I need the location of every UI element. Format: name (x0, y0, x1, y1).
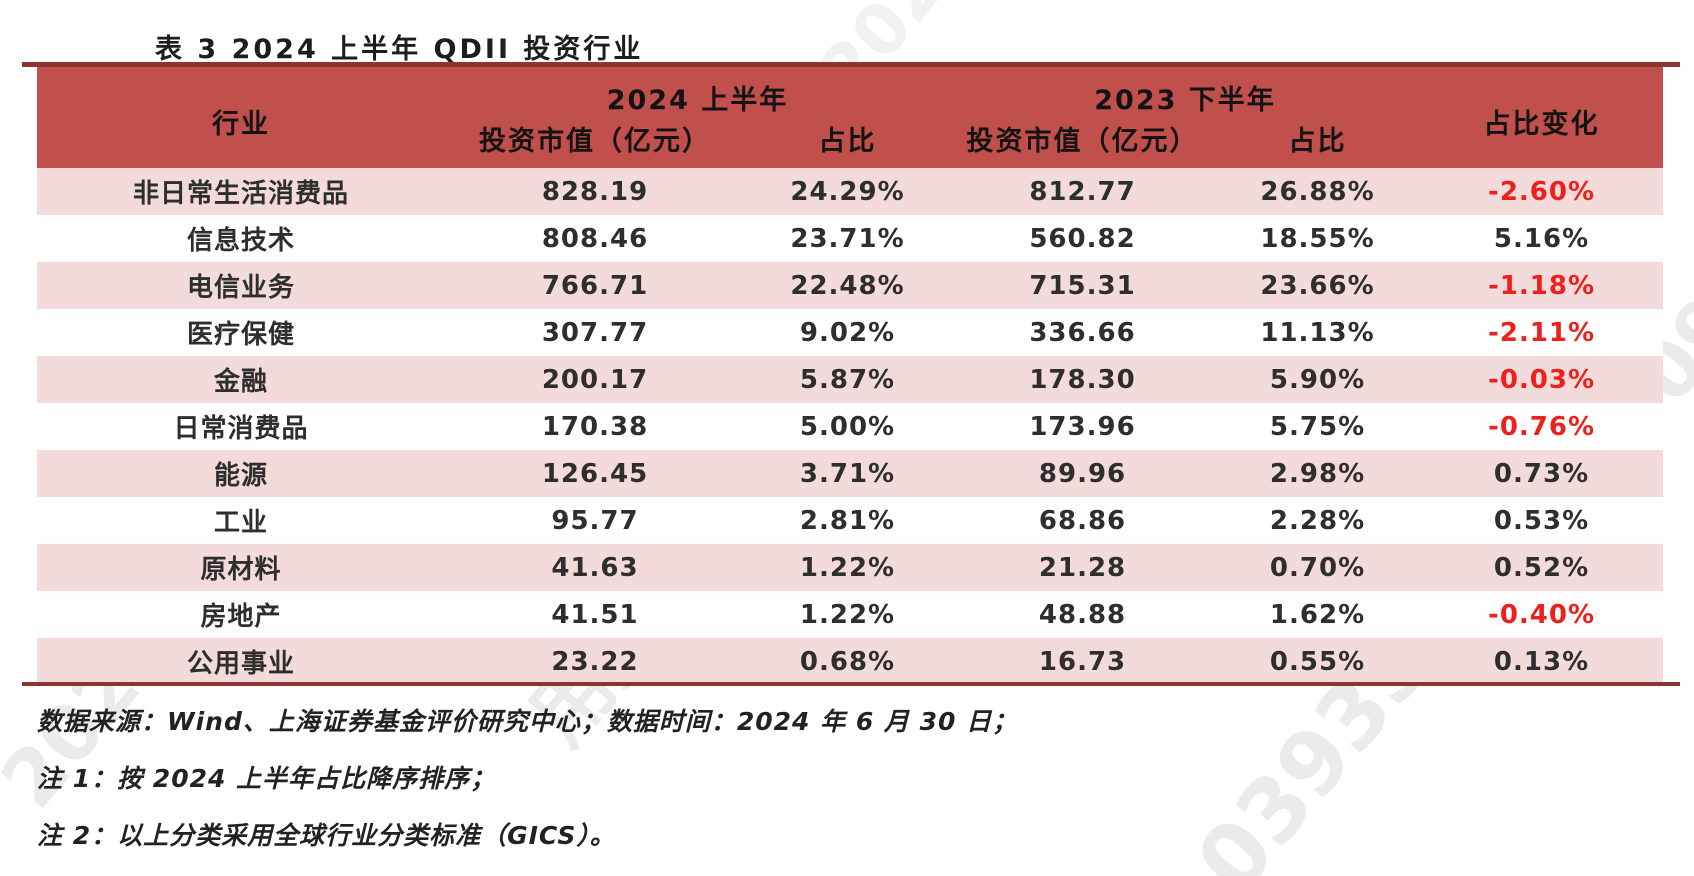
table-row: 日常消费品 170.38 5.00% 173.96 5.75% -0.76% (37, 403, 1664, 450)
industry-cell: 金融 (37, 356, 445, 403)
header-group-2023h2: 2023 下半年 (950, 67, 1421, 119)
value-cell: 89.96 (950, 450, 1216, 497)
share-cell: 0.68% (745, 638, 951, 685)
share-cell: 2.28% (1215, 497, 1421, 544)
industry-cell: 医疗保健 (37, 309, 445, 356)
share-cell: 1.62% (1215, 591, 1421, 638)
industry-cell: 非日常生活消费品 (37, 168, 445, 215)
share-cell: 1.22% (745, 544, 951, 591)
change-cell: -0.40% (1420, 591, 1664, 638)
industry-cell: 日常消费品 (37, 403, 445, 450)
value-cell: 200.17 (445, 356, 745, 403)
industry-cell: 能源 (37, 450, 445, 497)
data-source-note: 数据来源：Wind、上海证券基金评价研究中心；数据时间：2024 年 6 月 3… (37, 707, 1019, 736)
header-value-2023h2: 投资市值（亿元） (950, 119, 1216, 168)
share-cell: 3.71% (745, 450, 951, 497)
table-row: 金融 200.17 5.87% 178.30 5.90% -0.03% (37, 356, 1664, 403)
change-cell: -0.76% (1420, 403, 1664, 450)
value-cell: 16.73 (950, 638, 1216, 685)
note-1: 注 1：按 2024 上半年占比降序排序； (37, 764, 497, 793)
bottom-rule-line (22, 682, 1680, 686)
top-rule-line (22, 62, 1680, 67)
value-cell: 336.66 (950, 309, 1216, 356)
share-cell: 18.55% (1215, 215, 1421, 262)
value-cell: 812.77 (950, 168, 1216, 215)
share-cell: 23.66% (1215, 262, 1421, 309)
change-cell: -0.03% (1420, 356, 1664, 403)
change-cell: 0.73% (1420, 450, 1664, 497)
header-share-change: 占比变化 (1420, 67, 1664, 168)
share-cell: 22.48% (745, 262, 951, 309)
change-cell: 0.13% (1420, 638, 1664, 685)
industry-cell: 信息技术 (37, 215, 445, 262)
table-body: 非日常生活消费品 828.19 24.29% 812.77 26.88% -2.… (37, 168, 1664, 685)
header-share-2024h1: 占比 (745, 119, 951, 168)
value-cell: 41.51 (445, 591, 745, 638)
change-cell: -1.18% (1420, 262, 1664, 309)
table-row: 医疗保健 307.77 9.02% 336.66 11.13% -2.11% (37, 309, 1664, 356)
share-cell: 2.98% (1215, 450, 1421, 497)
value-cell: 178.30 (950, 356, 1216, 403)
share-cell: 24.29% (745, 168, 951, 215)
share-cell: 11.13% (1215, 309, 1421, 356)
industry-cell: 公用事业 (37, 638, 445, 685)
change-cell: 0.53% (1420, 497, 1664, 544)
change-cell: -2.60% (1420, 168, 1664, 215)
value-cell: 21.28 (950, 544, 1216, 591)
value-cell: 828.19 (445, 168, 745, 215)
table-header: 行业 2024 上半年 2023 下半年 占比变化 投资市值（亿元） 占比 投资… (37, 67, 1664, 168)
industry-cell: 电信业务 (37, 262, 445, 309)
change-cell: -2.11% (1420, 309, 1664, 356)
share-cell: 2.81% (745, 497, 951, 544)
table-row: 信息技术 808.46 23.71% 560.82 18.55% 5.16% (37, 215, 1664, 262)
header-group-2024h1: 2024 上半年 (445, 67, 951, 119)
value-cell: 95.77 (445, 497, 745, 544)
value-cell: 23.22 (445, 638, 745, 685)
value-cell: 126.45 (445, 450, 745, 497)
value-cell: 68.86 (950, 497, 1216, 544)
table-row: 非日常生活消费品 828.19 24.29% 812.77 26.88% -2.… (37, 168, 1664, 215)
share-cell: 1.22% (745, 591, 951, 638)
header-share-2023h2: 占比 (1215, 119, 1421, 168)
note-2: 注 2：以上分类采用全球行业分类标准（GICS）。 (37, 821, 616, 850)
table-row: 原材料 41.63 1.22% 21.28 0.70% 0.52% (37, 544, 1664, 591)
value-cell: 41.63 (445, 544, 745, 591)
industry-cell: 房地产 (37, 591, 445, 638)
table-row: 工业 95.77 2.81% 68.86 2.28% 0.53% (37, 497, 1664, 544)
table-row: 电信业务 766.71 22.48% 715.31 23.66% -1.18% (37, 262, 1664, 309)
share-cell: 5.87% (745, 356, 951, 403)
share-cell: 23.71% (745, 215, 951, 262)
change-cell: 0.52% (1420, 544, 1664, 591)
table-row: 公用事业 23.22 0.68% 16.73 0.55% 0.13% (37, 638, 1664, 685)
share-cell: 26.88% (1215, 168, 1421, 215)
table-notes: 数据来源：Wind、上海证券基金评价研究中心；数据时间：2024 年 6 月 3… (37, 697, 1018, 868)
value-cell: 766.71 (445, 262, 745, 309)
header-industry: 行业 (37, 67, 445, 168)
share-cell: 5.90% (1215, 356, 1421, 403)
share-cell: 5.00% (745, 403, 951, 450)
qdii-industry-table: 行业 2024 上半年 2023 下半年 占比变化 投资市值（亿元） 占比 投资… (37, 67, 1664, 685)
share-cell: 0.70% (1215, 544, 1421, 591)
share-cell: 5.75% (1215, 403, 1421, 450)
table-row: 房地产 41.51 1.22% 48.88 1.62% -0.40% (37, 591, 1664, 638)
table-title: 表 3 2024 上半年 QDII 投资行业 (155, 34, 644, 65)
value-cell: 48.88 (950, 591, 1216, 638)
value-cell: 170.38 (445, 403, 745, 450)
table-row: 能源 126.45 3.71% 89.96 2.98% 0.73% (37, 450, 1664, 497)
value-cell: 560.82 (950, 215, 1216, 262)
value-cell: 808.46 (445, 215, 745, 262)
value-cell: 715.31 (950, 262, 1216, 309)
value-cell: 307.77 (445, 309, 745, 356)
change-cell: 5.16% (1420, 215, 1664, 262)
header-value-2024h1: 投资市值（亿元） (445, 119, 745, 168)
value-cell: 173.96 (950, 403, 1216, 450)
share-cell: 9.02% (745, 309, 951, 356)
share-cell: 0.55% (1215, 638, 1421, 685)
industry-cell: 工业 (37, 497, 445, 544)
industry-cell: 原材料 (37, 544, 445, 591)
